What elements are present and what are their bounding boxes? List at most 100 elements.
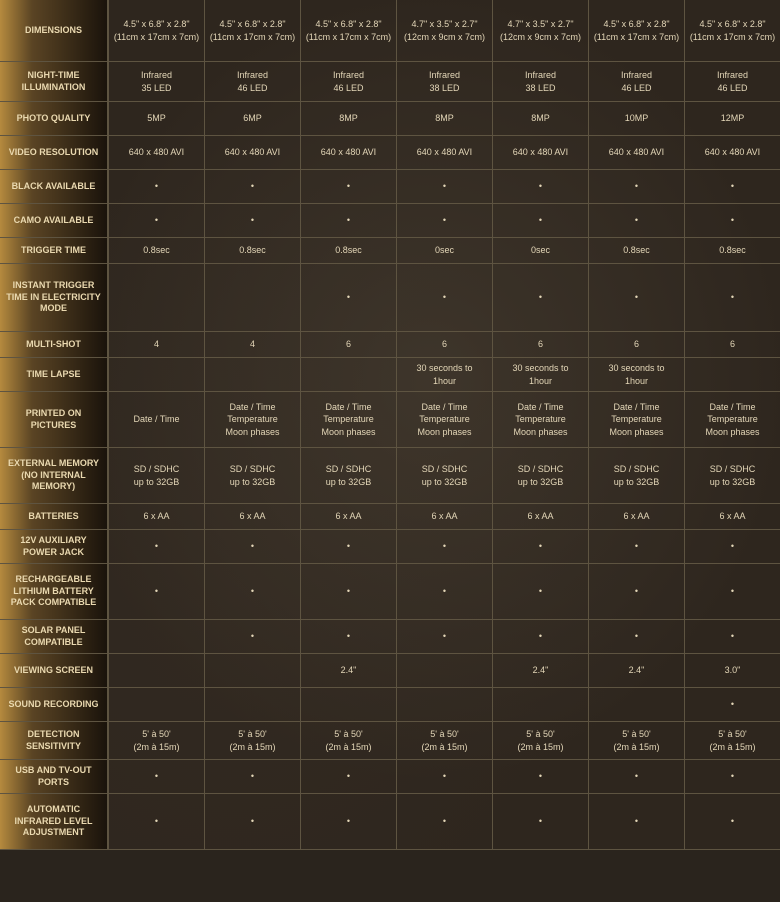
data-cell: • [492, 530, 588, 564]
cell-line: Moon phases [705, 426, 759, 438]
cell-line: Infrared [621, 69, 652, 81]
row-header: DIMENSIONS [0, 0, 108, 62]
data-cell: • [492, 794, 588, 850]
table-row: CAMO AVAILABLE••••••• [0, 204, 780, 238]
cell-line: Moon phases [225, 426, 279, 438]
data-cell: Date / TimeTemperatureMoon phases [300, 392, 396, 448]
cell-line: Temperature [323, 413, 374, 425]
table-row: SOLAR PANEL COMPATIBLE•••••• [0, 620, 780, 654]
data-cell: 6 x AA [204, 504, 300, 530]
data-cell: • [396, 530, 492, 564]
data-cell: 4.5" x 6.8" x 2.8"(11cm x 17cm x 7cm) [108, 0, 204, 62]
data-cell: 0.8sec [204, 238, 300, 264]
cell-line: 1hour [433, 375, 456, 387]
data-cell: 640 x 480 AVI [684, 136, 780, 170]
data-cell: 4.7" x 3.5" x 2.7"(12cm x 9cm x 7cm) [492, 0, 588, 62]
cell-line: Date / Time [709, 401, 755, 413]
row-header: CAMO AVAILABLE [0, 204, 108, 238]
table-row: AUTOMATIC INFRARED LEVEL ADJUSTMENT•••••… [0, 794, 780, 850]
data-cell: • [588, 760, 684, 794]
cell-line: 46 LED [717, 82, 747, 94]
data-cell [108, 264, 204, 332]
data-cell: Infrared46 LED [588, 62, 684, 102]
cell-line: 4.5" x 6.8" x 2.8" [315, 18, 381, 30]
data-cell [108, 688, 204, 722]
data-cell: • [300, 530, 396, 564]
data-cell: • [492, 620, 588, 654]
row-header: BLACK AVAILABLE [0, 170, 108, 204]
data-cell [684, 358, 780, 392]
data-cell [492, 688, 588, 722]
table-row: INSTANT TRIGGER TIME IN ELECTRICITY MODE… [0, 264, 780, 332]
row-header: TRIGGER TIME [0, 238, 108, 264]
table-row: RECHARGEABLE LITHIUM BATTERY PACK COMPAT… [0, 564, 780, 620]
cell-line: 5' à 50' [142, 728, 170, 740]
data-cell: • [492, 170, 588, 204]
row-header: BATTERIES [0, 504, 108, 530]
data-cell: • [108, 564, 204, 620]
cell-line: (11cm x 17cm x 7cm) [210, 31, 295, 43]
data-cell: 6 [300, 332, 396, 358]
data-cell: 0.8sec [684, 238, 780, 264]
cell-line: Temperature [227, 413, 278, 425]
data-cell: • [492, 204, 588, 238]
data-cell: • [396, 564, 492, 620]
cell-line: 30 seconds to [416, 362, 472, 374]
data-cell [300, 358, 396, 392]
cell-line: 4.5" x 6.8" x 2.8" [123, 18, 189, 30]
cell-line: Infrared [429, 69, 460, 81]
data-cell: 5' à 50'(2m à 15m) [684, 722, 780, 760]
row-header: PHOTO QUALITY [0, 102, 108, 136]
data-cell: • [684, 170, 780, 204]
data-cell: 4.5" x 6.8" x 2.8"(11cm x 17cm x 7cm) [684, 0, 780, 62]
cell-line: SD / SDHC [518, 463, 564, 475]
table-row: TRIGGER TIME0.8sec0.8sec0.8sec0sec0sec0.… [0, 238, 780, 264]
data-cell: 8MP [396, 102, 492, 136]
cell-line: 1hour [529, 375, 552, 387]
data-cell [396, 654, 492, 688]
cell-line: (2m à 15m) [229, 741, 275, 753]
cell-line: Date / Time [613, 401, 659, 413]
data-cell: 0.8sec [588, 238, 684, 264]
cell-line: (2m à 15m) [613, 741, 659, 753]
data-cell [204, 358, 300, 392]
data-cell: • [492, 760, 588, 794]
cell-line: 38 LED [525, 82, 555, 94]
spec-comparison-table: DIMENSIONS4.5" x 6.8" x 2.8"(11cm x 17cm… [0, 0, 780, 850]
cell-line: Date / Time [517, 401, 563, 413]
data-cell: • [588, 170, 684, 204]
table-row: BATTERIES6 x AA6 x AA6 x AA6 x AA6 x AA6… [0, 504, 780, 530]
data-cell: 12MP [684, 102, 780, 136]
data-cell: • [684, 264, 780, 332]
data-cell [108, 654, 204, 688]
data-cell: Date / TimeTemperatureMoon phases [396, 392, 492, 448]
cell-line: 46 LED [621, 82, 651, 94]
data-cell: • [300, 760, 396, 794]
data-cell: 640 x 480 AVI [396, 136, 492, 170]
data-cell: • [108, 760, 204, 794]
data-cell: 4 [204, 332, 300, 358]
data-cell: 4.5" x 6.8" x 2.8"(11cm x 17cm x 7cm) [300, 0, 396, 62]
row-header: RECHARGEABLE LITHIUM BATTERY PACK COMPAT… [0, 564, 108, 620]
cell-line: 5' à 50' [238, 728, 266, 740]
table-row: VIDEO RESOLUTION640 x 480 AVI640 x 480 A… [0, 136, 780, 170]
cell-line: Date / Time [421, 401, 467, 413]
data-cell: 4.7" x 3.5" x 2.7"(12cm x 9cm x 7cm) [396, 0, 492, 62]
data-cell: 30 seconds to1hour [396, 358, 492, 392]
cell-line: Temperature [707, 413, 758, 425]
data-cell: • [684, 620, 780, 654]
row-header: PRINTED ON PICTURES [0, 392, 108, 448]
data-cell: Infrared46 LED [684, 62, 780, 102]
cell-line: Temperature [515, 413, 566, 425]
data-cell: 6 [684, 332, 780, 358]
data-cell: • [108, 794, 204, 850]
data-cell: 5' à 50'(2m à 15m) [492, 722, 588, 760]
data-cell: 5MP [108, 102, 204, 136]
data-cell: • [204, 760, 300, 794]
data-cell: Date / TimeTemperatureMoon phases [684, 392, 780, 448]
data-cell: 30 seconds to1hour [588, 358, 684, 392]
data-cell: • [396, 204, 492, 238]
data-cell: 0.8sec [300, 238, 396, 264]
data-cell: Date / TimeTemperatureMoon phases [204, 392, 300, 448]
cell-line: 46 LED [333, 82, 363, 94]
